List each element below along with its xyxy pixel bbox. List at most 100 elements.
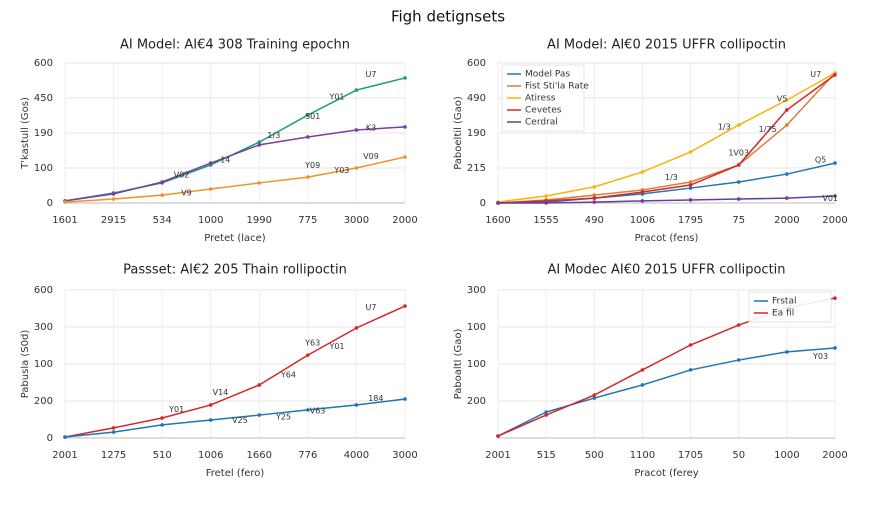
annotation: V9 <box>181 189 192 198</box>
x-tick-label: 1000 <box>198 215 223 226</box>
point <box>688 343 693 347</box>
legend-label: Frstal <box>772 297 796 307</box>
annotation: V01 <box>822 194 838 203</box>
point <box>63 435 67 439</box>
point <box>785 123 789 127</box>
x-tick-label: 2000 <box>392 215 417 226</box>
annotation: Y63 <box>304 339 320 348</box>
point <box>63 200 67 204</box>
point <box>257 383 262 387</box>
point <box>354 88 359 92</box>
series-line <box>64 156 406 203</box>
x-tick-label: 1000 <box>774 450 799 461</box>
chart-title: AI Model: AI€0 2015 UFFR collipoctin <box>547 38 786 53</box>
point <box>160 193 164 197</box>
figure-title: Figh detignsets <box>391 8 505 26</box>
point <box>833 346 837 350</box>
y-tick-label: 100 <box>467 359 486 370</box>
series-line <box>64 398 406 438</box>
point <box>111 430 116 434</box>
x-tick-label: 1006 <box>630 215 655 226</box>
point <box>833 73 837 77</box>
annotation: Y25 <box>275 413 291 422</box>
x-tick-label: 534 <box>153 215 172 226</box>
x-axis-title: Fretel (fero) <box>206 468 265 479</box>
x-tick-label: 50 <box>732 450 745 461</box>
series-line <box>497 74 836 204</box>
y-tick-label: 600 <box>34 285 53 296</box>
x-axis-title: Pretet (lace) <box>204 233 266 244</box>
point <box>785 108 789 112</box>
chart-title: Passset: AI€2 205 Thain rollipoctin <box>123 263 347 278</box>
x-tick-label: 2000 <box>774 215 799 226</box>
annotation: Y01 <box>168 405 184 414</box>
point <box>736 123 741 127</box>
point <box>257 413 262 417</box>
x-axis-title: Pracot (ferey <box>634 468 698 479</box>
legend-label: Cevetes <box>525 106 562 116</box>
annotation: U7 <box>810 70 821 79</box>
x-tick-label: 4000 <box>344 450 369 461</box>
point <box>354 326 359 330</box>
series-line <box>497 162 836 204</box>
annotation: Y01 <box>328 92 344 101</box>
x-tick-label: 775 <box>298 215 317 226</box>
point <box>688 186 693 190</box>
point <box>208 187 213 191</box>
point <box>306 408 310 412</box>
legend-label: Ea fil <box>772 309 794 319</box>
point <box>208 161 213 165</box>
annotation: Y01 <box>328 342 344 351</box>
point <box>306 353 310 357</box>
y-tick-label: 600 <box>34 58 53 69</box>
point <box>592 396 597 400</box>
chart-title: AI Model: AI€4 308 Training epochn <box>120 38 350 53</box>
y-tick-label: 0 <box>47 198 53 209</box>
point <box>160 423 164 427</box>
annotation: 1V03 <box>728 148 749 157</box>
point <box>592 196 597 200</box>
series-line <box>497 72 836 204</box>
point <box>403 125 407 129</box>
y-tick-label: 100 <box>467 322 486 333</box>
series-line <box>498 195 836 204</box>
point <box>354 128 359 132</box>
point <box>785 172 789 176</box>
y-tick-label: 100 <box>34 163 53 174</box>
x-tick-label: 75 <box>732 215 745 226</box>
point <box>257 143 262 147</box>
point <box>111 192 116 196</box>
point <box>833 296 837 300</box>
point <box>785 98 789 102</box>
point <box>592 393 597 397</box>
legend-label: Cerdral <box>525 118 558 128</box>
point <box>592 200 597 204</box>
x-axis-title: Pracot (fens) <box>635 233 699 244</box>
point <box>640 368 645 372</box>
annotation: V25 <box>232 416 248 425</box>
y-axis-title: Paboaltl (Gao) <box>453 329 464 400</box>
series-line <box>64 305 406 438</box>
annotation: S01 <box>305 112 320 121</box>
x-tick-label: 2000 <box>822 450 847 461</box>
x-tick-label: 490 <box>585 215 604 226</box>
point <box>688 150 693 154</box>
point <box>160 180 164 184</box>
point <box>640 199 645 203</box>
point <box>496 434 500 438</box>
annotation: Y03 <box>812 352 828 361</box>
annotation: U7 <box>366 303 377 312</box>
x-tick-label: 500 <box>585 450 604 461</box>
x-tick-label: 776 <box>298 450 317 461</box>
x-tick-label: 1275 <box>101 450 126 461</box>
x-tick-label: 1601 <box>52 215 77 226</box>
point <box>160 416 164 420</box>
y-axis-title: Pabusla (S0d) <box>20 330 31 399</box>
annotation: K3 <box>366 123 376 132</box>
x-tick-label: 515 <box>537 450 556 461</box>
point <box>354 403 359 407</box>
y-axis-title: Paboeltil (Gao) <box>453 96 464 170</box>
point <box>688 198 693 202</box>
